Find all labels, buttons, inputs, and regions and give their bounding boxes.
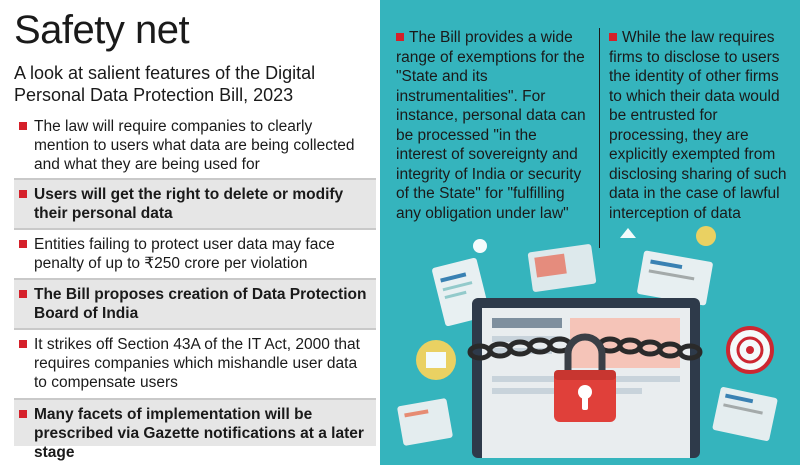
feature-text: Many facets of implementation will be pr… [34, 406, 364, 461]
red-square-bullet-icon [19, 410, 27, 418]
exemption-state-column: The Bill provides a wide range of exempt… [396, 28, 590, 223]
padlock-icon [554, 333, 616, 422]
red-square-bullet-icon [19, 290, 27, 298]
exemption-interception-text: While the law requires firms to disclose… [609, 29, 787, 222]
feature-text: The Bill proposes creation of Data Prote… [34, 286, 367, 322]
feature-text: The law will require companies to clearl… [34, 118, 355, 173]
exemption-state-text: The Bill provides a wide range of exempt… [396, 29, 586, 222]
feature-item: The law will require companies to clearl… [14, 112, 376, 180]
red-square-bullet-icon [609, 33, 617, 41]
exemption-interception-column: While the law requires firms to disclose… [609, 28, 789, 223]
feature-item: Many facets of implementation will be pr… [14, 400, 376, 461]
feature-item: The Bill proposes creation of Data Prote… [14, 280, 376, 330]
red-square-bullet-icon [19, 340, 27, 348]
feature-item: It strikes off Section 43A of the IT Act… [14, 330, 376, 400]
feature-text: It strikes off Section 43A of the IT Act… [34, 336, 360, 391]
red-square-bullet-icon [19, 190, 27, 198]
red-square-bullet-icon [19, 240, 27, 248]
page-subtitle: A look at salient features of the Digita… [14, 63, 316, 105]
feature-item: Users will get the right to delete or mo… [14, 180, 376, 230]
feature-text: Users will get the right to delete or mo… [34, 186, 344, 222]
features-panel: Safety net A look at salient features of… [0, 0, 380, 465]
red-square-bullet-icon [19, 122, 27, 130]
feature-text: Entities failing to protect user data ma… [34, 236, 335, 272]
red-square-bullet-icon [396, 33, 404, 41]
features-list: The law will require companies to clearl… [14, 112, 376, 461]
page-title: Safety net [14, 8, 190, 52]
decorative-shapes [397, 226, 778, 446]
feature-item: Entities failing to protect user data ma… [14, 230, 376, 280]
column-divider [599, 28, 600, 248]
locked-laptop-illustration [397, 226, 778, 458]
exemptions-panel: The Bill provides a wide range of exempt… [380, 0, 800, 465]
